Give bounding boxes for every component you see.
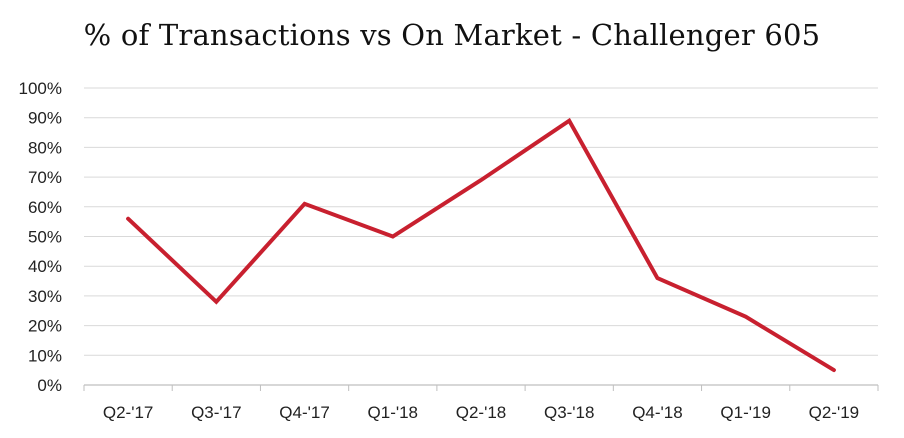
y-tick-label: 60% bbox=[28, 198, 62, 217]
chart-title: % of Transactions vs On Market - Challen… bbox=[83, 18, 821, 52]
y-tick-label: 20% bbox=[28, 317, 62, 336]
gridlines bbox=[84, 87, 878, 356]
y-tick-label: 0% bbox=[37, 376, 62, 395]
x-tick-label: Q4-'18 bbox=[632, 403, 683, 422]
x-tick-label: Q2-'19 bbox=[809, 403, 860, 422]
y-tick-label: 50% bbox=[28, 228, 62, 247]
y-tick-label: 30% bbox=[28, 287, 62, 306]
x-axis: Q2-'17 Q3-'17 Q4-'17 Q1-'18 Q2-'18 Q3-'18 Q4-'… bbox=[83, 384, 879, 422]
x-tick-label: Q3-'17 bbox=[191, 403, 242, 422]
x-tick-label: Q3-'18 bbox=[544, 403, 595, 422]
y-tick-label: 10% bbox=[28, 346, 62, 365]
x-tick-label: Q1-'18 bbox=[368, 403, 419, 422]
x-tick-label: Q4-'17 bbox=[279, 403, 330, 422]
y-tick-label: 80% bbox=[28, 138, 62, 157]
y-tick-label: 70% bbox=[28, 168, 62, 187]
x-tick-label: Q1-'19 bbox=[720, 403, 771, 422]
y-tick-label: 40% bbox=[28, 257, 62, 276]
series-line bbox=[126, 117, 836, 373]
y-tick-label: 100% bbox=[19, 79, 62, 98]
x-tick-label: Q2-'17 bbox=[103, 403, 154, 422]
y-tick-label: 90% bbox=[28, 109, 62, 128]
y-axis-ticks: 0% 10% 20% 30% 40% 50% 60% 70% 80% 90% 100% bbox=[19, 79, 62, 395]
series bbox=[126, 117, 836, 373]
x-tick-label: Q2-'18 bbox=[456, 403, 507, 422]
